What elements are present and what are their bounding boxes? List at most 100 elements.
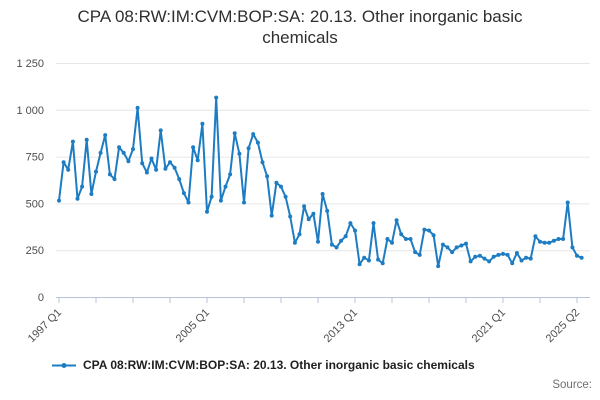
data-point [477,253,482,258]
data-point [394,218,399,223]
data-point [339,238,344,243]
data-point [209,194,214,199]
data-point [329,242,334,247]
data-point [496,252,501,257]
legend-series-label: CPA 08:RW:IM:CVM:BOP:SA: 20.13. Other in… [83,358,475,372]
data-point [366,258,371,263]
y-tick-label: 750 [26,152,44,164]
y-tick-label: 0 [38,292,44,304]
data-point [228,172,233,177]
data-point [75,196,80,201]
data-point [565,200,570,205]
data-point [70,139,75,144]
data-point [482,256,487,261]
data-point [551,238,556,243]
data-line [58,96,582,268]
data-point [57,198,61,203]
data-point [154,167,159,172]
data-point [320,192,325,196]
data-point [491,254,496,259]
data-point [107,172,112,177]
data-point [163,166,168,171]
data-point [422,227,427,232]
data-point [427,228,431,233]
x-tick-label: 1997 Q1 [26,307,64,345]
legend-line-marker-icon [52,362,76,368]
data-point [468,259,473,264]
data-point [385,237,390,241]
data-point [144,170,149,175]
data-point [177,177,182,182]
data-point [311,211,316,216]
data-point [510,261,515,266]
x-tick-label: 2025 Q2 [544,307,582,345]
data-point [140,161,145,166]
data-point [524,255,529,260]
y-tick-labels: 0 250 500 750 1 000 1 250 [16,58,44,304]
y-tick-label: 1 250 [16,58,44,70]
data-point [575,253,579,258]
data-point [279,184,283,189]
data-point [362,255,367,260]
data-point [325,208,330,213]
data-point [265,174,270,179]
data-point [505,252,510,257]
data-series [57,95,584,269]
x-tick-label: 2021 Q1 [470,307,508,345]
data-point [205,209,209,214]
data-point [528,256,533,261]
x-tick-label: 2013 Q1 [322,307,360,345]
data-point [302,204,307,209]
data-point [84,137,89,142]
chart-title: CPA 08:RW:IM:CVM:BOP:SA: 20.13. Other in… [77,7,523,48]
data-point [487,259,492,264]
data-point [408,237,413,241]
data-point [288,214,293,219]
data-point [292,240,297,245]
data-point [533,234,538,239]
x-tick-label: 2005 Q1 [174,307,212,345]
data-point [186,200,191,205]
data-point [561,237,566,241]
x-tick-labels: 1997 Q1 2005 Q1 2013 Q1 2021 Q1 2025 Q2 [26,307,582,345]
data-point [348,221,353,226]
data-point [450,250,455,255]
data-point [376,257,381,262]
data-point [353,228,357,233]
data-point [172,165,177,170]
data-point [89,192,94,196]
data-point [390,240,394,245]
data-point [94,169,98,174]
y-gridlines [56,63,590,252]
data-point [445,245,450,250]
data-point [61,160,66,165]
data-point [297,232,302,237]
legend-dot [61,362,67,368]
data-point [181,191,186,196]
data-point [191,145,196,150]
data-point [403,237,408,241]
data-point [242,200,246,205]
data-point [237,151,242,156]
data-point [371,221,376,226]
data-point [149,156,154,161]
data-point [343,234,348,239]
data-point [431,233,436,238]
data-point [473,254,478,259]
data-point [246,146,251,151]
data-point [80,184,85,189]
data-point [538,239,542,244]
data-point [117,145,122,150]
data-point [357,262,362,267]
source-label: Source: [552,379,592,391]
data-point [454,245,459,250]
data-point [112,177,117,182]
data-point [464,241,468,246]
data-point [334,245,339,250]
data-point [436,264,441,269]
data-point [579,255,584,260]
data-point [459,243,464,248]
data-point [283,194,288,199]
data-point [251,132,256,137]
